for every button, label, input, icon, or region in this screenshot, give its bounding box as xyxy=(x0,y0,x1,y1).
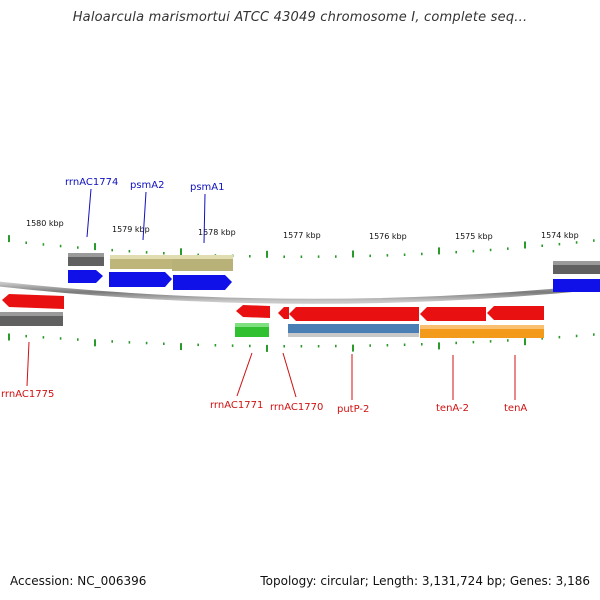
gene-label-tenA-2[interactable]: tenA-2 xyxy=(436,403,469,414)
gene-label-rrnAC1771[interactable]: rrnAC1771 xyxy=(210,400,263,411)
label-leaders xyxy=(26,188,516,400)
kbp-label-1578: 1578 kbp xyxy=(198,228,236,237)
feature-highlight xyxy=(235,323,269,327)
chromosome-backbone xyxy=(0,281,600,304)
cds-reverse-tenA[interactable] xyxy=(487,306,544,320)
leader-rrnAC1774 xyxy=(86,188,92,238)
gene-labels: rrnAC1774 psmA2 psmA1 rrnAC1775 rrnAC177… xyxy=(1,177,527,415)
kbp-label-1577: 1577 kbp xyxy=(283,231,321,240)
cds-reverse-rrnAC1770[interactable] xyxy=(278,307,289,319)
cds-reverse-tenA-2[interactable] xyxy=(420,307,486,321)
cds-reverse-rrnAC1775[interactable] xyxy=(2,294,64,309)
feature-highlight xyxy=(68,253,104,257)
gene-label-putP-2[interactable]: putP-2 xyxy=(337,404,369,415)
map-title: Haloarcula marismortui ATCC 43049 chromo… xyxy=(72,10,528,25)
leader-psmA1 xyxy=(203,193,206,244)
gene-label-psmA2[interactable]: psmA2 xyxy=(130,180,165,191)
kbp-label-1574: 1574 kbp xyxy=(541,231,579,240)
cds-reverse-putP-2[interactable] xyxy=(289,307,419,321)
feature-highlight xyxy=(0,312,63,316)
topology-text: Topology: circular; Length: 3,131,724 bp… xyxy=(260,574,590,588)
gene-label-tenA[interactable]: tenA xyxy=(504,403,527,414)
kbp-label-1575: 1575 kbp xyxy=(455,232,493,241)
cds-forward-rrnAC1774[interactable] xyxy=(68,270,103,283)
feature-highlight xyxy=(420,325,544,329)
feature-highlight xyxy=(110,255,233,259)
feature-shade xyxy=(288,333,419,337)
cds-forward-right-edge[interactable] xyxy=(553,279,600,292)
scale-ruler-inner xyxy=(8,333,595,352)
gene-label-psmA1[interactable]: psmA1 xyxy=(190,182,225,193)
kbp-label-1580: 1580 kbp xyxy=(26,219,64,228)
gene-label-rrnAC1770[interactable]: rrnAC1770 xyxy=(270,402,323,413)
misc-feature-olive-2[interactable] xyxy=(172,257,233,271)
cds-forward-psmA2[interactable] xyxy=(109,272,172,287)
leader-rrnAC1771 xyxy=(236,352,253,397)
kbp-label-1576: 1576 kbp xyxy=(369,232,407,241)
gene-label-rrnAC1775[interactable]: rrnAC1775 xyxy=(1,389,54,400)
cds-forward-psmA1[interactable] xyxy=(173,275,232,290)
leader-rrnAC1775 xyxy=(26,341,30,387)
leader-psmA2 xyxy=(142,191,147,241)
reverse-features xyxy=(0,294,544,338)
gene-label-rrnAC1774[interactable]: rrnAC1774 xyxy=(65,177,118,188)
forward-features xyxy=(68,253,600,292)
accession-text: Accession: NC_006396 xyxy=(10,574,147,588)
cds-reverse-rrnAC1771[interactable] xyxy=(236,305,270,318)
leader-rrnAC1770 xyxy=(282,352,297,398)
kbp-label-1579: 1579 kbp xyxy=(112,225,150,234)
feature-highlight xyxy=(553,261,600,265)
scale-labels: 1580 kbp 1579 kbp 1578 kbp 1577 kbp 1576… xyxy=(26,219,579,241)
